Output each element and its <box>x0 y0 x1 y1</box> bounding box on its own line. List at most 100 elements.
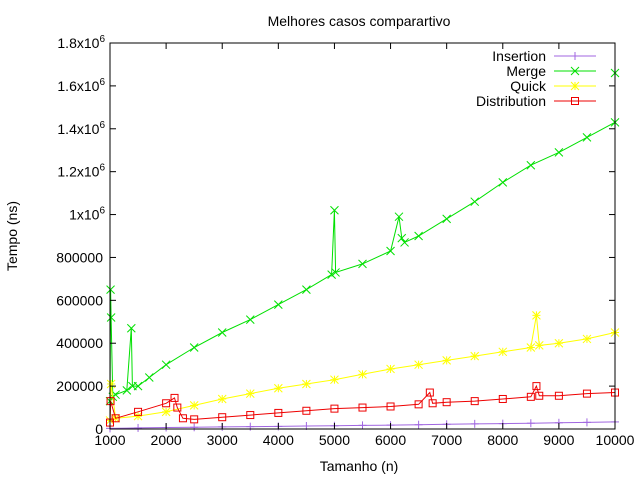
data-point-quick <box>106 379 116 389</box>
data-point-distribution <box>582 389 591 398</box>
data-point-quick <box>532 310 541 320</box>
data-point-quick <box>526 343 536 352</box>
series-distribution <box>106 382 619 427</box>
data-point-merge <box>245 315 255 324</box>
y-tick-label: 1x106 <box>69 206 105 223</box>
x-tick-label: 5000 <box>319 432 350 448</box>
data-point-merge <box>358 259 367 269</box>
y-tick-label: 400000 <box>56 335 103 351</box>
legend-marker-quick <box>570 81 580 91</box>
data-point-distribution <box>554 391 563 400</box>
data-point-merge <box>126 323 136 333</box>
data-point-quick <box>386 364 395 374</box>
data-point-merge <box>397 233 407 243</box>
legend-label-distribution: Distribution <box>476 93 546 109</box>
data-point-merge <box>526 160 536 170</box>
y-tick-label: 0 <box>95 421 103 437</box>
data-point-distribution <box>173 403 182 412</box>
data-point-merge <box>327 270 336 279</box>
data-point-merge <box>498 178 508 187</box>
data-point-distribution <box>178 414 187 423</box>
data-point-merge <box>330 205 339 215</box>
data-point-insertion <box>526 419 535 428</box>
data-point-quick <box>554 338 564 348</box>
data-point-distribution <box>246 411 255 420</box>
legend-marker-merge <box>570 66 580 76</box>
y-tick-label: 1.4x106 <box>57 120 105 137</box>
data-point-quick <box>414 360 423 370</box>
data-point-distribution <box>526 392 535 401</box>
data-point-distribution <box>535 391 544 400</box>
data-point-quick <box>470 351 480 361</box>
data-point-merge <box>414 231 423 241</box>
data-point-merge <box>400 238 409 247</box>
data-point-insertion <box>190 423 199 432</box>
data-point-distribution <box>442 398 451 407</box>
data-point-distribution <box>190 415 199 424</box>
plot-area <box>105 68 620 433</box>
data-point-distribution <box>218 413 227 422</box>
data-point-distribution <box>274 408 283 417</box>
data-point-distribution <box>134 407 143 416</box>
x-axis-label: Tamanho (n) <box>320 458 399 474</box>
data-point-distribution <box>532 382 541 391</box>
data-point-merge <box>106 285 115 294</box>
y-tick-label: 200000 <box>56 378 103 394</box>
data-point-quick <box>133 411 143 421</box>
x-tick-label: 3000 <box>207 432 238 448</box>
data-point-quick <box>161 407 171 417</box>
data-point-distribution <box>170 393 179 402</box>
x-tick-label: 6000 <box>375 432 406 448</box>
series-insertion <box>106 417 619 433</box>
y-tick-label: 800000 <box>56 249 103 265</box>
axes: 1000 2000 3000 4000 5000 6000 7000 8000 9000 1000… <box>56 34 634 448</box>
legend-label-insertion: Insertion <box>492 48 546 64</box>
data-point-merge <box>217 328 227 337</box>
x-tick-label: 8000 <box>487 432 518 448</box>
data-point-quick <box>498 347 508 357</box>
data-point-merge <box>554 148 564 157</box>
data-point-insertion <box>582 418 591 427</box>
data-point-insertion <box>414 420 423 429</box>
data-point-distribution <box>302 406 311 415</box>
y-tick-label: 600000 <box>56 292 103 308</box>
data-point-merge <box>470 197 480 207</box>
data-point-distribution <box>111 414 120 423</box>
x-tick-label: 2000 <box>151 432 182 448</box>
data-point-distribution <box>428 399 437 408</box>
data-point-quick <box>534 341 544 350</box>
y-axis-label: Tempo (ns) <box>4 201 20 271</box>
data-point-merge <box>386 246 395 256</box>
data-point-quick <box>273 383 283 393</box>
data-point-quick <box>582 334 592 344</box>
y-tick-label: 1.6x106 <box>57 77 105 94</box>
x-tick-label: 7000 <box>431 432 462 448</box>
series-line-quick <box>109 315 616 421</box>
legend-entry-quick: Quick <box>510 78 596 94</box>
x-tick-label: 9000 <box>543 432 574 448</box>
data-point-merge <box>122 386 132 395</box>
legend-entry-merge: Merge <box>506 63 596 79</box>
data-point-distribution <box>470 397 479 406</box>
data-point-distribution <box>498 394 507 403</box>
data-point-distribution <box>106 397 115 406</box>
data-point-merge <box>189 343 199 352</box>
data-point-quick <box>245 389 255 398</box>
legend-label-quick: Quick <box>510 78 547 94</box>
legend-label-merge: Merge <box>506 63 546 79</box>
data-point-merge <box>442 214 452 224</box>
legend-entry-distribution: Distribution <box>476 93 596 109</box>
data-point-merge <box>394 212 404 222</box>
data-point-merge <box>582 133 592 142</box>
legend-marker-insertion <box>571 52 579 60</box>
x-tick-label: 10000 <box>596 432 635 448</box>
data-point-merge <box>144 373 154 382</box>
data-point-insertion <box>134 423 143 432</box>
data-point-merge <box>161 360 171 370</box>
data-point-quick <box>442 356 452 365</box>
data-point-quick <box>302 379 311 389</box>
x-tick-label: 1000 <box>94 432 125 448</box>
legend-entry-insertion: Insertion <box>492 48 596 64</box>
data-point-distribution <box>162 399 171 408</box>
